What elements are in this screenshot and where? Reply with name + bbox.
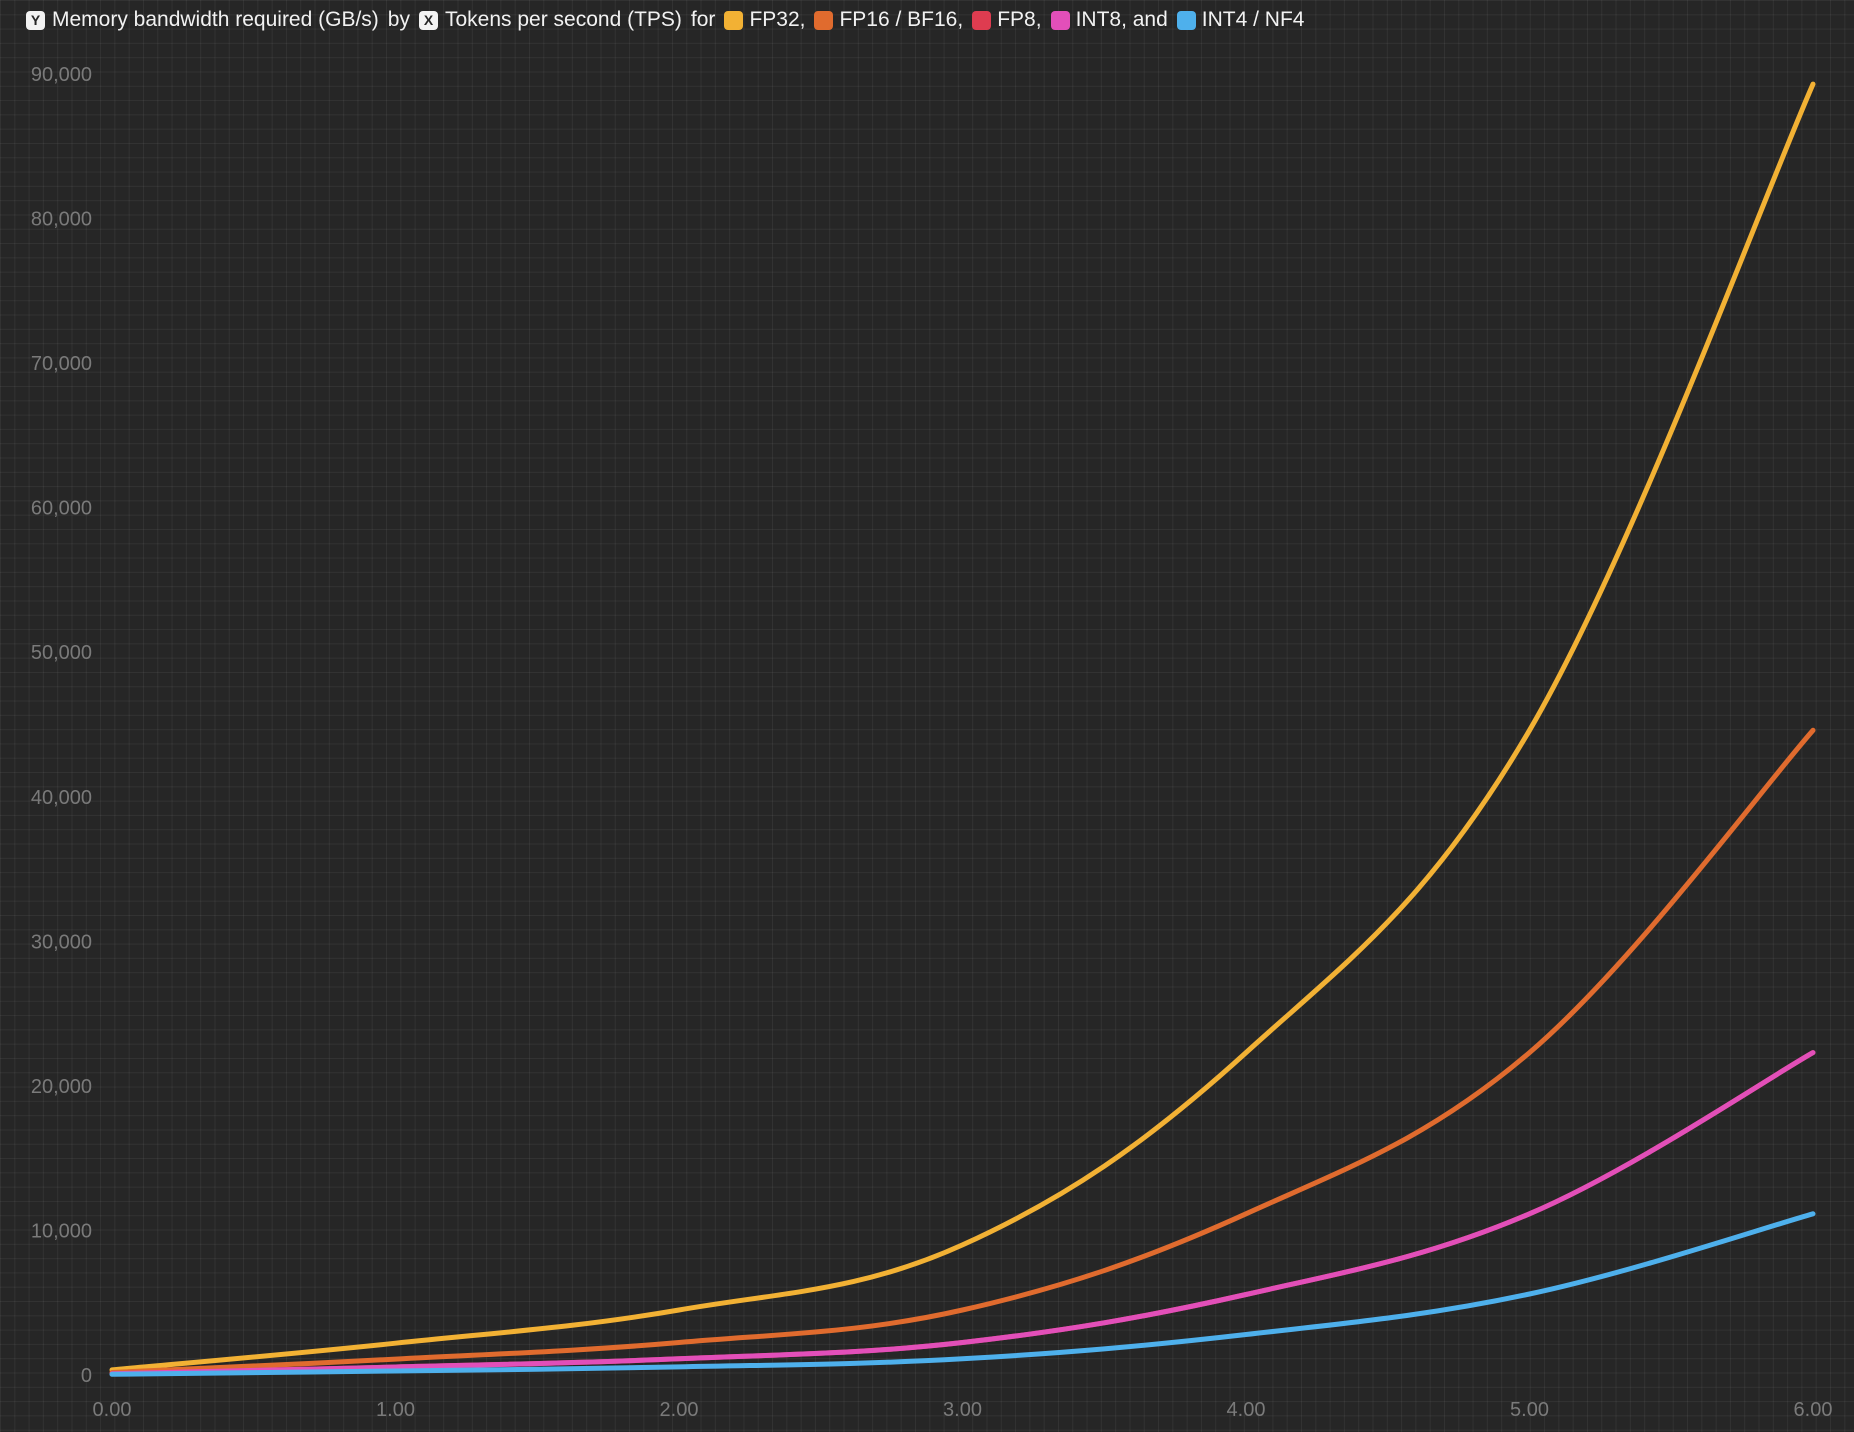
y-tick-label: 60,000: [31, 498, 92, 520]
x-tick-label: 2.00: [660, 1399, 699, 1421]
legend-label: FP8,: [997, 8, 1042, 31]
legend-label: INT8, and: [1075, 8, 1168, 31]
y-tick-label: 20,000: [31, 1076, 92, 1098]
by-word: by: [387, 8, 410, 31]
x-tick-label: 6.00: [1794, 1399, 1833, 1421]
legend-label: INT4 / NF4: [1201, 8, 1305, 31]
legend: FP32, FP16 / BF16, FP8, INT8, and INT4 / NF4: [724, 8, 1313, 32]
x-tick-label: 4.00: [1227, 1399, 1266, 1421]
y-tick-label: 90,000: [31, 64, 92, 86]
x-axis-title: Tokens per second (TPS): [444, 8, 682, 31]
series-line-int4-nf4: [109, 1211, 1816, 1377]
y-tick-label: 50,000: [31, 642, 92, 664]
x-tick-label: 3.00: [943, 1399, 982, 1421]
y-tick-label: 70,000: [31, 353, 92, 375]
for-word: for: [690, 8, 716, 31]
y-tick-label: 10,000: [31, 1220, 92, 1242]
y-tick-label: 0: [81, 1365, 92, 1387]
legend-swatch: [1176, 10, 1196, 30]
y-tick-label: 80,000: [31, 209, 92, 231]
x-axis-badge: X: [418, 10, 438, 30]
legend-label: FP16 / BF16,: [839, 8, 964, 31]
series-lines: [109, 81, 1816, 1377]
x-tick-label: 0.00: [93, 1399, 132, 1421]
y-tick-label: 40,000: [31, 787, 92, 809]
y-axis-ticks: 0 10,000 20,000 30,000 40,000 50,000 60,000 70,…: [31, 64, 92, 1387]
y-axis-title: Memory bandwidth required (GB/s): [52, 8, 379, 31]
legend-swatch: [972, 10, 992, 30]
legend-label: FP32,: [749, 8, 806, 31]
series-line-int8: [109, 1050, 1816, 1377]
chart-header: Y Memory bandwidth required (GB/s) by X …: [26, 5, 1313, 35]
x-tick-label: 5.00: [1510, 1399, 1549, 1421]
legend-swatch: [1050, 10, 1070, 30]
y-tick-label: 30,000: [31, 931, 92, 953]
y-axis-badge: Y: [26, 10, 45, 30]
legend-swatch: [724, 10, 744, 30]
series-line-fp16-bf16: [109, 727, 1816, 1375]
series-line-fp32: [109, 81, 1816, 1373]
legend-swatch: [814, 10, 834, 30]
x-axis-ticks: 0.00 1.00 2.00 3.00 4.00 5.00 6.00: [93, 1399, 1833, 1421]
series-line-fp8: [109, 1050, 1816, 1377]
x-tick-label: 1.00: [376, 1399, 415, 1421]
